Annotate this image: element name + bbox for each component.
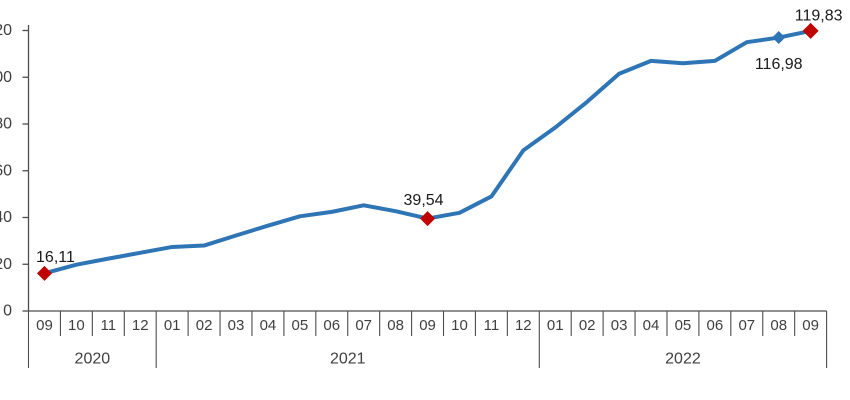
data-point-label: 119,83 <box>795 7 843 24</box>
x-month-label: 05 <box>675 317 692 334</box>
x-month-label: 01 <box>164 317 181 334</box>
x-month-label: 02 <box>579 317 596 334</box>
data-point-label: 39,54 <box>404 192 444 209</box>
x-month-label: 06 <box>323 317 340 334</box>
x-month-label: 06 <box>707 317 724 334</box>
x-month-label: 04 <box>643 317 660 334</box>
data-point-marker <box>802 22 819 39</box>
x-year-label: 2022 <box>665 351 701 368</box>
y-tick-label: 0 <box>3 303 12 320</box>
x-month-label: 03 <box>228 317 245 334</box>
y-tick-label: 80 <box>0 116 12 133</box>
x-month-label: 12 <box>515 317 532 334</box>
y-tick-label: 20 <box>0 256 12 273</box>
x-month-label: 05 <box>292 317 309 334</box>
y-tick-label: 40 <box>0 209 12 226</box>
x-month-label: 10 <box>68 317 85 334</box>
series-line <box>42 28 813 276</box>
x-month-label: 09 <box>419 317 436 334</box>
y-tick-label: 120 <box>0 22 12 39</box>
x-month-label: 07 <box>355 317 372 334</box>
y-tick-label: 60 <box>0 162 12 179</box>
data-point-label: 16,11 <box>36 249 75 266</box>
x-month-label: 12 <box>132 317 149 334</box>
x-month-label: 04 <box>260 317 277 334</box>
x-month-label: 11 <box>484 317 500 334</box>
data-point-marker <box>36 265 52 281</box>
x-month-label: 10 <box>451 317 468 334</box>
data-point-marker <box>772 31 786 45</box>
x-month-label: 01 <box>547 317 564 334</box>
data-point-marker <box>420 211 436 227</box>
x-month-label: 08 <box>770 317 787 334</box>
x-month-label: 11 <box>101 317 117 334</box>
x-month-label: 09 <box>36 317 53 334</box>
x-month-label: 08 <box>387 317 404 334</box>
data-point-label: 116,98 <box>755 56 803 73</box>
x-month-label: 07 <box>738 317 755 334</box>
x-year-label: 2021 <box>330 351 366 368</box>
x-month-label: 03 <box>611 317 628 334</box>
x-year-label: 2020 <box>75 351 111 368</box>
x-month-label: 09 <box>802 317 819 334</box>
x-month-label: 02 <box>196 317 213 334</box>
y-tick-label: 100 <box>0 69 12 86</box>
